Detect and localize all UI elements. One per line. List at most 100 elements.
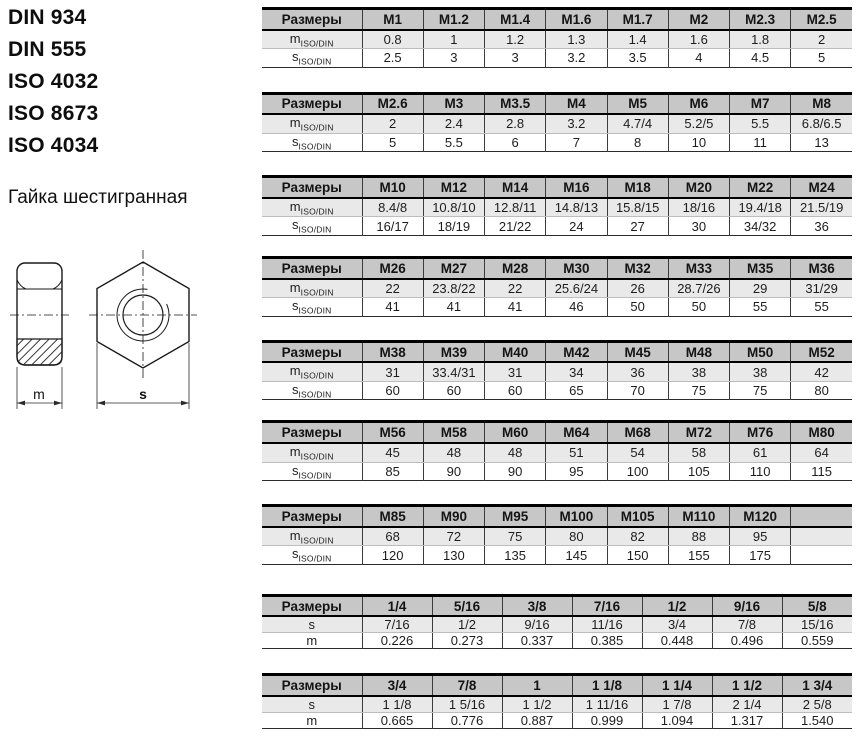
dimension-row-s: sISO/DIN 16/17 18/19 21/22 24 27 30 34/32 36 (262, 216, 852, 236)
dimension-value-cell: 15.8/15 (606, 197, 669, 218)
thread-size-header-cell: M5 (606, 93, 669, 116)
thread-size-header-cell: M58 (422, 421, 485, 444)
dimension-value-cell: 55 (790, 297, 852, 317)
dimensions-table-inch-small: Размеры 1/4 5/16 3/8 7/16 1/2 9/16 5/8 s 7/16 1/2 9… (262, 593, 852, 650)
dimension-value-cell: 1.094 (641, 712, 712, 729)
s-dimension (96, 343, 190, 409)
dimension-value-cell: 4.5 (728, 48, 791, 68)
dimension-value-cell: 45 (361, 442, 424, 463)
thread-size-header-cell: M64 (545, 421, 607, 444)
dimension-value-cell: 41 (361, 297, 424, 317)
dimension-symbol-subscript: ISO/DIN (300, 38, 334, 49)
dimension-value-cell: 2.8 (483, 114, 546, 134)
dimension-value-cell: 60 (361, 381, 424, 400)
dimension-value-cell: 18/16 (667, 197, 730, 218)
dimension-symbol-subscript: ISO/DIN (298, 553, 332, 564)
dimension-value-cell: 115 (790, 462, 852, 481)
dimension-value-cell: 105 (667, 462, 730, 481)
dimension-row-m: mISO/DIN 22 23.8/22 22 25.6/24 26 28.7/26 29 31/… (262, 278, 852, 299)
thread-size-header-cell: 1 3/4 (781, 674, 852, 697)
hexagon-outline (96, 261, 190, 369)
dimension-value-cell: 82 (606, 526, 669, 547)
dimension-value-cell: 0.226 (361, 632, 432, 649)
thread-size-header-cell: M38 (361, 341, 424, 364)
dimension-symbol-cell: mISO/DIN (262, 114, 362, 134)
dimension-value-cell: 1.3 (545, 29, 607, 50)
dimension-value-cell: 0.887 (501, 712, 572, 729)
dimension-row-s: sISO/DIN 41 41 41 46 50 50 55 55 (262, 297, 852, 317)
dimensions-table: Размеры M26 M27 M28 M30 M32 M33 M35 M36 mISO/DIN 2… (262, 256, 852, 317)
thread-size-header-cell: M36 (790, 257, 852, 280)
thread-size-header-cell: M27 (422, 257, 485, 280)
tables-panel: Размеры M1 M1.2 M1.4 M1.6 M1.7 M2 M2.3 M2.5 mISO/… (262, 7, 852, 752)
dimension-value-cell: 1/2 (431, 616, 502, 634)
dimension-value-cell: 8 (606, 133, 669, 152)
size-header-cell: Размеры (262, 674, 362, 697)
thread-size-header-cell: 1/2 (641, 595, 712, 618)
s-arrow-right-icon (181, 400, 189, 406)
dimension-value-cell: 3/4 (641, 616, 712, 634)
dimension-value-cell: 1 5/16 (431, 695, 502, 713)
dimension-value-cell: 100 (606, 462, 669, 481)
dimension-value-cell: 135 (483, 545, 546, 565)
thread-size-header-cell: M7 (728, 93, 791, 116)
dimension-value-cell: 0.8 (361, 29, 424, 50)
dimension-value-cell: 3.5 (606, 48, 669, 68)
dimension-value-cell: 1.8 (728, 29, 791, 50)
dimension-value-cell: 5 (361, 133, 424, 152)
m-dimension (16, 367, 63, 409)
dimension-value-cell: 9/16 (501, 616, 572, 634)
thread-size-header-cell: M10 (361, 176, 424, 199)
dimension-value-cell: 2 (361, 114, 424, 134)
m-arrow-left-icon (17, 400, 25, 406)
dimension-symbol-cell: m (262, 712, 362, 729)
dimension-value-cell: 0.665 (361, 712, 432, 729)
dimension-value-cell: 41 (422, 297, 485, 317)
dimensions-table: Размеры M38 M39 M40 M42 M45 M48 M50 M52 mISO/DIN 3… (262, 339, 852, 401)
standard-iso-4032: ISO 4032 (8, 70, 99, 93)
dimension-symbol-cell: sISO/DIN (262, 545, 362, 565)
dimension-value-cell: 50 (667, 297, 730, 317)
dimension-value-cell: 5.5 (422, 133, 485, 152)
dimension-value-cell: 23.8/22 (422, 278, 485, 299)
dimension-value-cell: 68 (361, 526, 424, 547)
dimension-value-cell: 1.2 (483, 29, 546, 50)
dimension-row-m: m 0.665 0.776 0.887 0.999 1.094 1.317 1.540 (262, 712, 852, 729)
size-header-cell: Размеры (262, 257, 362, 280)
dimension-value-cell: 75 (728, 381, 791, 400)
dimension-value-cell: 155 (667, 545, 730, 565)
dimension-value-cell: 24 (545, 216, 607, 236)
dimension-value-cell: 31 (361, 362, 424, 382)
dimension-value-cell: 1 1/2 (501, 695, 572, 713)
dimension-value-cell: 0.496 (711, 632, 782, 649)
dimension-value-cell: 3 (483, 48, 546, 68)
thread-size-header-cell: M40 (483, 341, 546, 364)
thread-size-header-cell: M3.5 (483, 93, 546, 116)
dimension-symbol-subscript: ISO/DIN (298, 141, 332, 152)
dimension-symbol-cell: sISO/DIN (262, 216, 362, 236)
dimension-value-cell: 38 (667, 362, 730, 382)
dimension-symbol-cell: s (262, 616, 362, 634)
dimension-value-cell: 2.5 (361, 48, 424, 68)
dimension-symbol-subscript: ISO/DIN (298, 470, 332, 481)
thread-size-header-cell: M35 (728, 257, 791, 280)
dimension-row-s: sISO/DIN 5 5.5 6 7 8 10 11 13 (262, 133, 852, 152)
dimension-symbol-subscript: ISO/DIN (300, 122, 334, 133)
chamfer-corner-left (16, 279, 27, 290)
dimension-row-s: sISO/DIN 2.5 3 3 3.2 3.5 4 4.5 5 (262, 48, 852, 68)
thread-size-header-cell: M2.6 (361, 93, 424, 116)
thread-size-header-cell: M110 (667, 505, 730, 528)
thread-arc (116, 288, 170, 342)
dimension-value-cell: 0.776 (431, 712, 502, 729)
thread-size-header-cell: M60 (483, 421, 546, 444)
thread-size-header-cell: M32 (606, 257, 669, 280)
dimension-value-cell: 60 (483, 381, 546, 400)
dimension-value-cell: 5.2/5 (667, 114, 730, 134)
thread-size-header-cell: M12 (422, 176, 485, 199)
dimension-symbol-cell: sISO/DIN (262, 48, 362, 68)
dimension-value-cell: 4 (667, 48, 730, 68)
dimensions-table: Размеры 1/4 5/16 3/8 7/16 1/2 9/16 5/8 s 7/16 1/2 9… (262, 593, 852, 650)
dimension-row-m: mISO/DIN 8.4/8 10.8/10 12.8/11 14.8/13 15.8/1… (262, 197, 852, 218)
dimension-value-cell: 21.5/19 (790, 197, 852, 218)
thread-size-header-cell: M39 (422, 341, 485, 364)
